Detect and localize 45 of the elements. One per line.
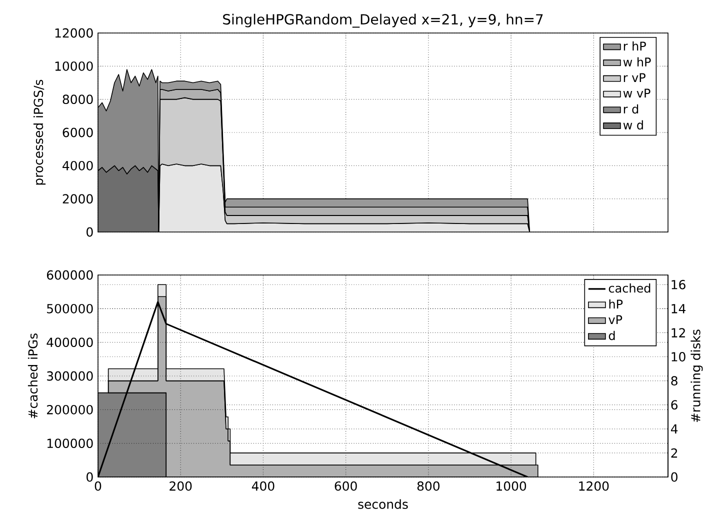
legend-label: hP xyxy=(609,299,623,308)
legend-label: cached xyxy=(608,283,650,293)
y2-tick-label: 14 xyxy=(672,304,686,314)
y2-tick-label: 6 xyxy=(671,400,678,410)
y2-tick-label: 4 xyxy=(670,424,678,434)
legend-label: w vP xyxy=(623,88,650,98)
y-tick-label: 100000 xyxy=(47,438,93,448)
y-tick-label: 2000 xyxy=(62,194,93,204)
y2-tick-label: 2 xyxy=(671,448,678,458)
y-tick-label: 600000 xyxy=(46,270,93,280)
y-tick-label: 300000 xyxy=(47,371,93,381)
legend-label: r vP xyxy=(624,73,646,82)
x-tick-label: 800 xyxy=(417,481,440,491)
y2-tick-label: 10 xyxy=(672,352,686,362)
x-tick-label: 0 xyxy=(94,481,102,491)
legend-label: r d xyxy=(624,104,638,114)
y-tick-label: 500000 xyxy=(47,304,93,314)
y-axis-title: processed iPGS/s xyxy=(33,80,46,185)
y-tick-label: 400000 xyxy=(46,338,93,348)
x-tick-label: 200 xyxy=(170,481,192,491)
y2-tick-label: 16 xyxy=(672,280,686,290)
chart-title: SingleHPGRandom_Delayed x=21, y=9, hn=7 xyxy=(223,14,543,28)
y-tick-label: 200000 xyxy=(47,404,93,414)
y-tick-label: 12000 xyxy=(55,28,93,38)
y-tick-label: 6000 xyxy=(62,128,93,138)
x-tick-label: 1200 xyxy=(579,481,609,491)
legend-label: w d xyxy=(623,120,643,130)
legend-label: r hP xyxy=(624,41,646,50)
y-tick-label: 0 xyxy=(86,472,93,482)
y2-tick-label: 12 xyxy=(672,328,685,338)
y-tick-label: 10000 xyxy=(55,61,93,71)
y2-tick-label: 8 xyxy=(671,376,678,386)
y2-tick-label: 0 xyxy=(671,472,678,482)
x-axis-title: seconds xyxy=(358,499,408,509)
y-tick-label: 0 xyxy=(86,227,93,237)
x-tick-label: 600 xyxy=(334,481,357,491)
legend-label: vP xyxy=(608,315,622,324)
x-tick-label: 1000 xyxy=(496,481,526,491)
legend-label: w hP xyxy=(623,57,651,66)
legend-label: d xyxy=(608,330,615,340)
y-tick-label: 4000 xyxy=(62,160,93,170)
y-tick-label: 8000 xyxy=(62,94,93,104)
y-axis-title: #cached iPGs xyxy=(28,333,38,418)
x-tick-label: 400 xyxy=(252,481,274,491)
y2-axis-title: #running disks xyxy=(690,330,703,422)
